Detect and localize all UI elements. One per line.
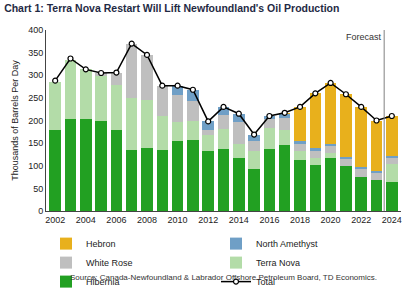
svg-text:Hebron: Hebron (86, 239, 116, 249)
svg-text:100: 100 (28, 161, 43, 171)
svg-text:Chart 1: Terra Nova Restart Wi: Chart 1: Terra Nova Restart Will Lift Ne… (4, 2, 339, 14)
svg-text:2002: 2002 (45, 215, 65, 225)
svg-text:2020: 2020 (321, 215, 341, 225)
svg-text:2022: 2022 (351, 215, 371, 225)
svg-text:North Amethyst: North Amethyst (256, 239, 318, 249)
svg-text:2012: 2012 (198, 215, 218, 225)
svg-text:2008: 2008 (137, 215, 157, 225)
svg-text:400: 400 (28, 25, 43, 35)
svg-text:2014: 2014 (229, 215, 249, 225)
svg-text:Total: Total (256, 277, 275, 287)
svg-text:White Rose: White Rose (86, 258, 133, 268)
svg-text:350: 350 (28, 48, 43, 58)
svg-text:Forecast: Forecast (346, 32, 382, 42)
svg-text:2024: 2024 (382, 215, 402, 225)
svg-text:0: 0 (38, 206, 43, 216)
svg-text:Hibernia: Hibernia (86, 277, 120, 287)
svg-text:2006: 2006 (106, 215, 126, 225)
svg-text:150: 150 (28, 138, 43, 148)
svg-text:Terra Nova: Terra Nova (256, 258, 300, 268)
svg-text:2018: 2018 (290, 215, 310, 225)
svg-text:Source: Canada-Newfoundland &: Source: Canada-Newfoundland & Labrador O… (70, 273, 377, 282)
svg-text:200: 200 (28, 116, 43, 126)
svg-text:250: 250 (28, 93, 43, 103)
svg-text:2016: 2016 (259, 215, 279, 225)
svg-text:50: 50 (33, 184, 43, 194)
svg-text:300: 300 (28, 70, 43, 80)
svg-text:Thousands of Barrels Per Day: Thousands of Barrels Per Day (10, 60, 20, 181)
svg-text:2010: 2010 (168, 215, 188, 225)
svg-text:2004: 2004 (76, 215, 96, 225)
